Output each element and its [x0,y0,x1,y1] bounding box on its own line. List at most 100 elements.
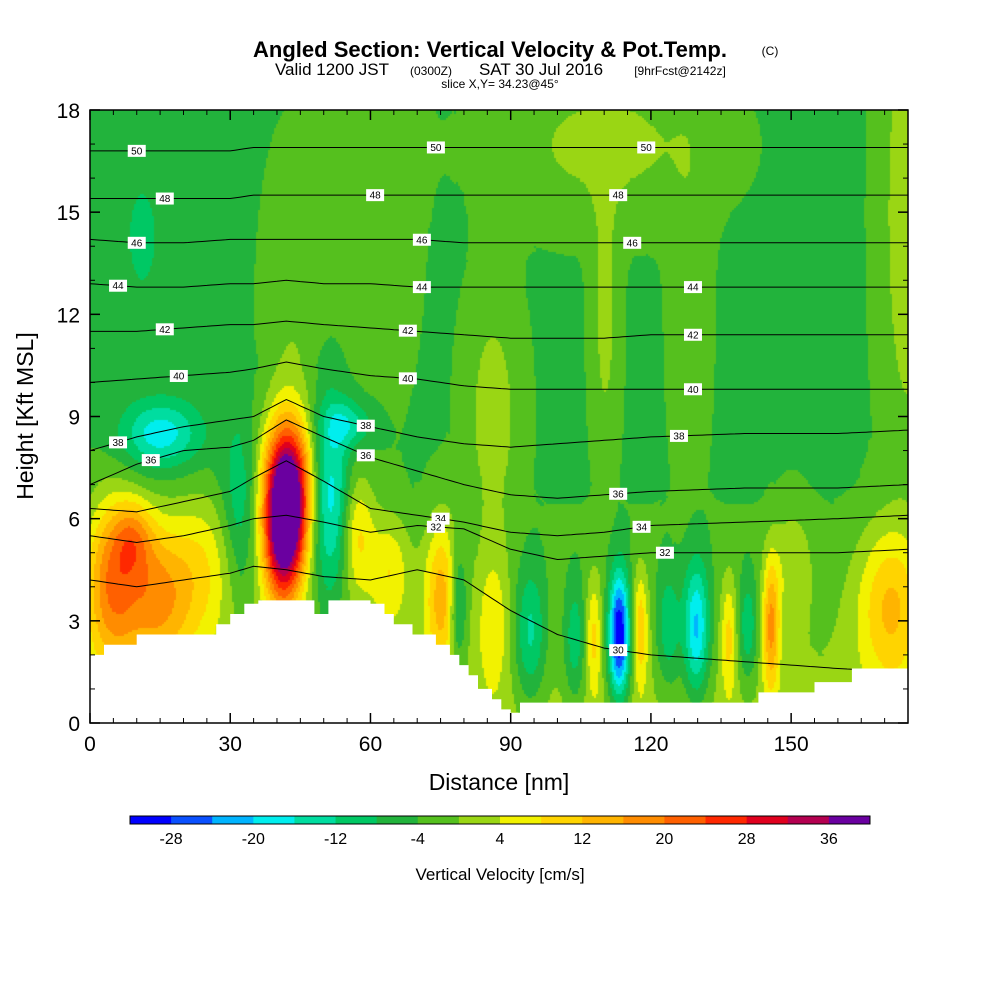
isentrope-label-48: 48 [366,189,385,202]
terrain [90,600,908,723]
colorbar-label: -28 [160,831,183,848]
isentrope-label-48: 48 [609,189,628,202]
vertical-velocity-field [90,110,908,723]
y-axis-label: Height [Kft MSL] [12,332,38,499]
colorbar-swatch [130,816,172,824]
svg-text:50: 50 [131,146,143,157]
svg-text:32: 32 [430,522,442,533]
colorbar-swatch [541,816,583,824]
svg-text:48: 48 [159,194,171,205]
isentrope-label-46: 46 [127,236,146,249]
svg-text:34: 34 [636,522,648,533]
isentrope-label-44: 44 [109,279,128,292]
x-tick-label: 60 [359,733,382,756]
x-tick-label: 30 [219,733,242,756]
isentrope-label-38: 38 [109,436,128,449]
colorbar-frame [129,815,871,825]
colorbar-label: 36 [820,831,838,848]
colorbar-swatch [623,816,665,824]
y-tick-label: 3 [68,611,80,634]
svg-text:42: 42 [402,326,414,337]
isentrope-32 [90,514,908,561]
chart-title: Angled Section: Vertical Velocity & Pot.… [253,37,727,62]
colorbar-swatch [828,816,871,824]
svg-text:38: 38 [673,431,685,442]
isentrope-label-46: 46 [412,233,431,246]
plot-area: 50 50 50 48 48 48 46 46 46 44 44 44 42 42 42 40 40 40 38 38… [89,109,909,724]
x-tick-label: 90 [499,733,522,756]
x-tick-label: 120 [633,733,668,756]
svg-text:46: 46 [131,238,143,249]
colorbar-swatch [787,816,830,824]
valid-time-utc: (0300Z) [410,64,452,78]
isentrope-label-50: 50 [426,141,445,154]
svg-text:42: 42 [159,325,171,336]
isentrope-layer [90,147,908,673]
isentrope-44 [90,279,908,288]
isentrope-48 [90,194,908,199]
svg-text:30: 30 [613,646,625,657]
colorbar-label: -20 [242,831,265,848]
isentrope-label-42: 42 [155,323,174,336]
isentrope-label-40: 40 [169,369,188,382]
svg-text:38: 38 [360,421,372,432]
isentrope-label-44: 44 [683,281,702,294]
isentrope-label-40: 40 [683,383,702,396]
colorbar-label: 20 [656,831,674,848]
isentrope-label-50: 50 [127,144,146,157]
title-block: Angled Section: Vertical Velocity & Pot.… [253,37,778,91]
colorbar-label: -12 [324,831,347,848]
isentrope-label-38: 38 [669,429,688,442]
isentrope-50 [90,147,908,152]
isentrope-label-40: 40 [398,372,417,385]
isentrope-label-36: 36 [141,454,160,467]
colorbar: -28 -20 -12 -4 4 12 20 28 36 [129,815,871,848]
isentrope-46 [90,238,908,244]
colorbar-swatch [376,816,419,824]
colorbar-swatch [582,816,624,824]
isentrope-label-50: 50 [637,141,656,154]
y-tick-label: 9 [68,407,80,430]
valid-time: Valid 1200 JST [275,60,389,79]
isentrope-30 [90,565,908,673]
svg-text:38: 38 [112,438,124,449]
colorbar-swatch [294,816,337,824]
x-tick-label: 0 [84,733,96,756]
x-tick-label: 150 [774,733,809,756]
isentrope-38 [90,398,908,452]
colorbar-swatch [664,816,707,824]
isentrope-label-36: 36 [356,449,375,462]
y-tick-label: 12 [57,304,80,327]
colorbar-swatch [458,816,501,824]
x-axis: 0 30 60 90 120 150 [84,110,909,756]
y-tick-label: 18 [57,100,80,123]
svg-text:44: 44 [112,281,124,292]
isentrope-label-46: 46 [623,236,642,249]
svg-text:46: 46 [627,238,639,249]
svg-text:42: 42 [687,330,699,341]
forecast-info: [9hrFcst@2142z] [634,64,726,78]
svg-text:44: 44 [687,283,699,294]
colorbar-label: 28 [738,831,756,848]
y-tick-label: 0 [68,713,80,736]
isentrope-36 [90,419,908,499]
isentrope-42 [90,320,908,339]
colorbar-label: 12 [573,831,591,848]
svg-text:36: 36 [360,451,372,462]
x-axis-label: Distance [nm] [429,769,570,795]
isentrope-label-36: 36 [609,487,628,500]
colorbar-swatch [212,816,254,824]
isentrope-label-38: 38 [356,419,375,432]
svg-text:50: 50 [430,143,442,154]
isentrope-label-42: 42 [683,328,702,341]
isentrope-label-30: 30 [609,644,628,657]
y-tick-label: 6 [68,509,80,532]
colorbar-swatch [500,816,542,824]
colorbar-label: 4 [496,831,505,848]
chart-title-suffix: (C) [762,44,779,58]
isentrope-label-44: 44 [412,281,431,294]
colorbar-swatch [746,816,789,824]
isentrope-label-34: 34 [632,520,651,533]
